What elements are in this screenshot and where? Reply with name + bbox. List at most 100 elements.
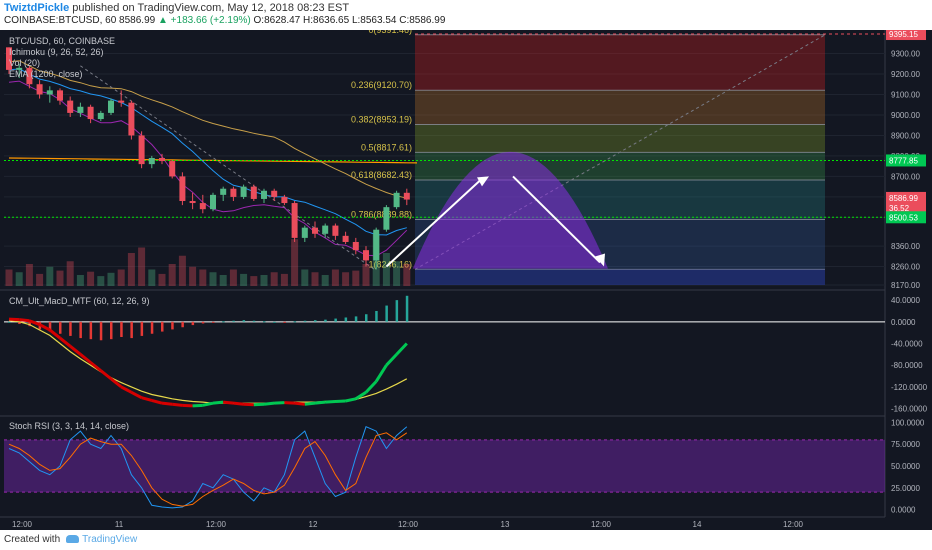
macd-line-segment xyxy=(345,397,357,403)
candle-body xyxy=(261,190,267,199)
stoch-k-line xyxy=(8,426,408,509)
macd-histogram-bar xyxy=(18,321,21,324)
volume-bar xyxy=(291,239,299,286)
price-tag-label: 8586.99 xyxy=(889,194,918,203)
macd-line-segment xyxy=(374,364,388,383)
price-tag-label: 9395.15 xyxy=(889,30,918,39)
tradingview-brand[interactable]: TradingView xyxy=(82,534,138,545)
macd-histogram-bar xyxy=(314,320,317,322)
last-price: 8586.99 xyxy=(119,15,156,26)
volume-bar xyxy=(250,276,258,286)
macd-line-segment xyxy=(28,319,41,326)
publish-header: TwiztdPickle published on TradingView.co… xyxy=(0,0,932,28)
macd-histogram-bar xyxy=(283,321,286,323)
volume-bar xyxy=(127,253,135,286)
price-tag xyxy=(886,202,926,215)
macd-line-segment xyxy=(192,403,203,408)
time-tick-label: 12 xyxy=(309,520,318,529)
fib-level-label: 0.786(8889.88) xyxy=(351,209,412,219)
price-tag-label: 8777.85 xyxy=(889,156,918,165)
macd-line-segment xyxy=(79,353,92,364)
candle-body xyxy=(291,203,298,238)
created-with: Created with TradingView xyxy=(4,534,137,545)
legend-ema: EMA (1200, close) xyxy=(9,69,83,79)
projection-arc xyxy=(412,151,608,269)
time-tick-label: 11 xyxy=(115,520,124,529)
candle-body xyxy=(148,157,155,165)
legend-ichimoku: Ichimoku (9, 26, 52, 26) xyxy=(9,47,104,57)
macd-line-segment xyxy=(335,399,346,404)
price-tag xyxy=(886,28,926,41)
macd-histogram-bar xyxy=(232,320,235,322)
candle-body xyxy=(199,203,206,210)
lagging-span xyxy=(8,80,408,257)
target-zone xyxy=(415,269,825,285)
macd-histogram-bar xyxy=(354,316,358,322)
volume-bar xyxy=(189,266,197,286)
macd-tick-label: -120.0000 xyxy=(891,383,928,392)
open-value: O:8628.47 xyxy=(253,15,301,26)
low-value: L:8563.54 xyxy=(351,15,397,26)
up-arrow-head xyxy=(477,176,489,187)
candle-body xyxy=(87,106,94,120)
macd-histogram-bar xyxy=(150,321,154,334)
volume-bar xyxy=(219,275,227,286)
macd-histogram-bar xyxy=(303,320,307,322)
volume-bar xyxy=(46,266,54,286)
price-tick-label: 9300.00 xyxy=(891,49,920,58)
candle-body xyxy=(403,192,410,200)
rsi-tick-label: 25.0000 xyxy=(891,484,920,493)
macd-line-segment xyxy=(110,377,123,389)
macd-line-segment xyxy=(212,400,224,405)
volume-bar xyxy=(260,275,268,286)
footer: Created with TradingView xyxy=(0,530,932,550)
macd-histogram-bar xyxy=(263,321,266,323)
macd-line-segment xyxy=(182,403,193,408)
created-with-text: Created with xyxy=(4,534,61,545)
candle-body xyxy=(210,194,216,210)
price-tick-label: 8260.00 xyxy=(891,263,920,272)
chart-area[interactable]: 9300.009200.009100.009000.008900.008800.… xyxy=(0,25,932,530)
volume-bar xyxy=(270,272,278,286)
base-line xyxy=(8,60,407,199)
price-tag xyxy=(886,191,926,204)
macd-histogram-bar xyxy=(201,321,205,324)
publish-info: TwiztdPickle published on TradingView.co… xyxy=(4,2,349,14)
candle-body xyxy=(77,106,84,113)
macd-histogram-bar xyxy=(59,321,62,334)
time-tick-label: 12:00 xyxy=(591,520,612,529)
macd-histogram-bar xyxy=(395,300,399,322)
macd-tick-label: 0.0000 xyxy=(891,318,916,327)
fib-zone xyxy=(415,90,825,125)
volume-bar xyxy=(158,273,166,286)
volume-bar xyxy=(5,269,13,286)
macd-histogram-bar xyxy=(344,317,348,322)
chart-canvas[interactable]: 9300.009200.009100.009000.008900.008800.… xyxy=(0,25,932,530)
rsi-tick-label: 100.0000 xyxy=(891,418,925,427)
volume-bar xyxy=(311,272,319,286)
macd-line-segment xyxy=(130,390,143,400)
macd-histogram-bar xyxy=(171,321,174,330)
macd-line-segment xyxy=(161,401,173,406)
candle-body xyxy=(16,67,23,70)
ohlc-readout: COINBASE:BTCUSD, 60 8586.99 ▲ +183.66 (+… xyxy=(4,15,445,26)
candle-body xyxy=(332,225,339,236)
candle-body xyxy=(26,67,33,85)
macd-line-segment xyxy=(38,323,51,332)
macd-histogram-bar xyxy=(385,305,388,322)
candle-body xyxy=(281,196,288,204)
candle-body xyxy=(67,100,74,113)
volume-bar xyxy=(403,264,411,286)
volume-bar xyxy=(15,272,23,286)
time-tick-label: 14 xyxy=(693,520,702,529)
candle-body xyxy=(393,192,400,208)
macd-line-segment xyxy=(304,401,316,406)
candle-body xyxy=(159,157,165,162)
legend-vol: Vol (20) xyxy=(9,58,41,68)
volume-bar xyxy=(178,255,186,286)
time-tick-label: 12:00 xyxy=(12,520,33,529)
candle-body xyxy=(342,235,349,242)
stoch-d-line xyxy=(8,432,408,507)
author-link[interactable]: TwiztdPickle xyxy=(4,2,70,14)
conversion-line xyxy=(8,68,407,236)
